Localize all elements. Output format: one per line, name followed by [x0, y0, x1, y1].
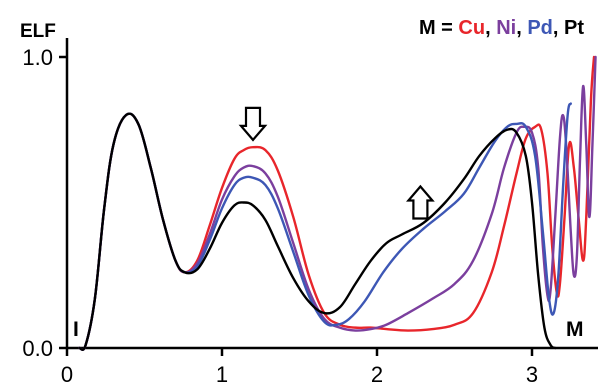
end-label: M: [566, 318, 584, 341]
x-tick-label: 1: [216, 362, 228, 387]
legend-separator: ,: [553, 17, 564, 39]
legend-item-cu: Cu: [458, 17, 485, 39]
series-line-pt: [78, 112, 557, 351]
legend-item-ni: Ni: [496, 17, 516, 39]
series-line-ni: [78, 55, 597, 351]
legend-item-pd: Pd: [527, 17, 553, 39]
legend-separator: ,: [485, 17, 496, 39]
y-axis-label: ELF: [20, 21, 56, 42]
legend-separator: ,: [516, 17, 527, 39]
legend-prefix: M =: [419, 17, 458, 39]
x-tick-label: 2: [371, 362, 383, 387]
down-arrow-icon: [238, 106, 268, 142]
x-tick-label: 0: [61, 362, 73, 387]
y-tick-label: 1.0: [22, 45, 53, 70]
legend-item-pt: Pt: [564, 17, 584, 39]
series-line-cu: [78, 55, 596, 351]
x-tick-label: 3: [526, 362, 538, 387]
up-arrow-icon: [406, 184, 435, 220]
start-label: I: [73, 318, 79, 341]
legend: M = Cu, Ni, Pd, Pt: [419, 17, 584, 39]
y-tick-label: 0.0: [22, 336, 53, 361]
